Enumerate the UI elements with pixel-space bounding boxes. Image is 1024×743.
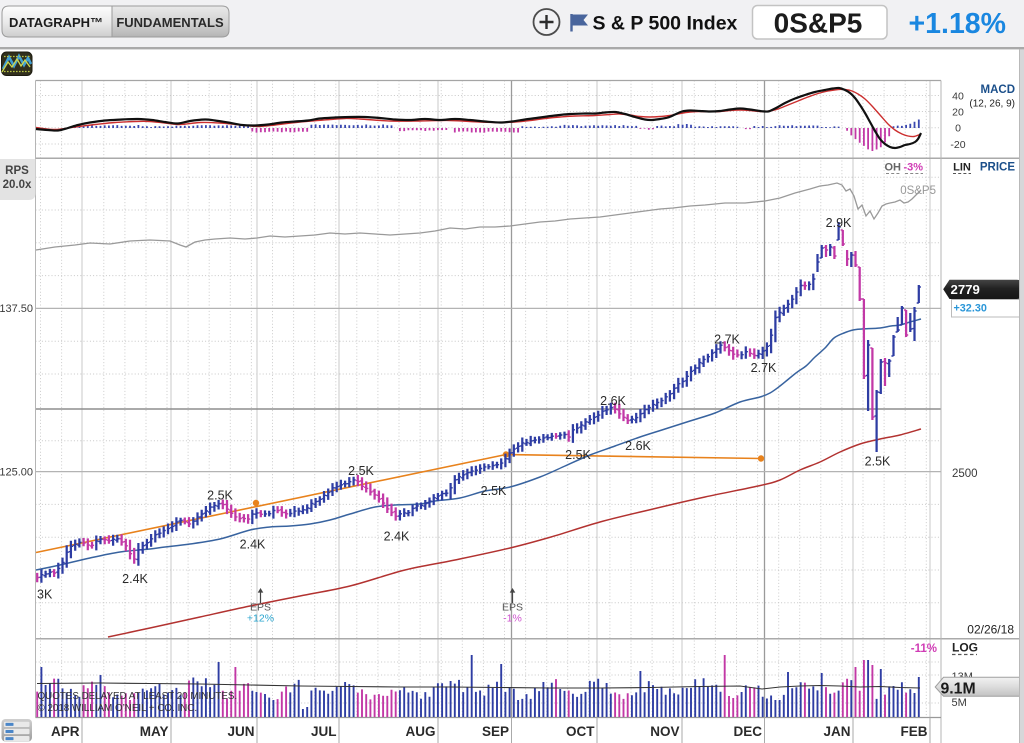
svg-text:© 2018 WILLIAM O’NEIL + CO. IN: © 2018 WILLIAM O’NEIL + CO. INC. bbox=[38, 703, 198, 714]
svg-text:SEP: SEP bbox=[482, 724, 509, 739]
svg-text:-11%: -11% bbox=[911, 643, 937, 655]
svg-text:40: 40 bbox=[952, 91, 964, 103]
svg-text:20.0x: 20.0x bbox=[3, 179, 32, 191]
svg-text:0: 0 bbox=[955, 123, 961, 135]
svg-text:2.5K: 2.5K bbox=[865, 455, 891, 469]
svg-text:2.9K: 2.9K bbox=[826, 216, 852, 230]
svg-text:MAY: MAY bbox=[140, 724, 169, 739]
svg-text:EPS: EPS bbox=[502, 602, 523, 614]
svg-text:2500: 2500 bbox=[952, 468, 978, 480]
svg-text:JAN: JAN bbox=[823, 724, 850, 739]
svg-text:0S&P5: 0S&P5 bbox=[900, 185, 936, 197]
svg-text:LOG: LOG bbox=[952, 641, 978, 655]
svg-text:2.5K: 2.5K bbox=[481, 484, 507, 498]
svg-text:PRICE: PRICE bbox=[980, 162, 1015, 174]
svg-text:DEC: DEC bbox=[733, 724, 762, 739]
svg-text:MACD: MACD bbox=[981, 84, 1016, 96]
svg-text:S & P 500 Index: S & P 500 Index bbox=[593, 13, 738, 35]
svg-text:2.4K: 2.4K bbox=[122, 572, 148, 586]
svg-text:+32.30: +32.30 bbox=[954, 303, 987, 315]
svg-text:FEB: FEB bbox=[901, 724, 928, 739]
svg-text:02/26/18: 02/26/18 bbox=[967, 623, 1014, 637]
svg-text:-3%: -3% bbox=[903, 162, 923, 174]
svg-text:-1%: -1% bbox=[503, 613, 522, 625]
svg-text:RPS: RPS bbox=[5, 165, 29, 177]
svg-text:20: 20 bbox=[952, 107, 964, 119]
svg-text:NOV: NOV bbox=[650, 724, 679, 739]
svg-text:FUNDAMENTALS: FUNDAMENTALS bbox=[116, 15, 224, 30]
svg-text:125.00: 125.00 bbox=[0, 467, 33, 479]
svg-text:OH: OH bbox=[885, 162, 902, 174]
svg-text:APR: APR bbox=[51, 724, 80, 739]
svg-text:2.7K: 2.7K bbox=[714, 333, 740, 347]
svg-text:2.6K: 2.6K bbox=[600, 394, 626, 408]
svg-text:137.50: 137.50 bbox=[0, 303, 33, 315]
svg-text:2.4K: 2.4K bbox=[240, 538, 266, 552]
svg-text:5M: 5M bbox=[952, 697, 967, 709]
svg-text:JUL: JUL bbox=[311, 724, 337, 739]
svg-text:-20: -20 bbox=[950, 139, 965, 151]
svg-text:2779: 2779 bbox=[951, 282, 980, 297]
svg-text:OCT: OCT bbox=[566, 724, 595, 739]
svg-text:3K: 3K bbox=[37, 588, 53, 602]
svg-text:+12%: +12% bbox=[247, 613, 274, 625]
svg-text:2.5K: 2.5K bbox=[207, 489, 233, 503]
svg-text:2.4K: 2.4K bbox=[384, 530, 410, 544]
svg-text:9.1M: 9.1M bbox=[941, 680, 976, 697]
svg-text:0S&P5: 0S&P5 bbox=[774, 8, 863, 39]
svg-text:2.5K: 2.5K bbox=[348, 464, 374, 478]
svg-text:AUG: AUG bbox=[406, 724, 436, 739]
svg-text:LIN: LIN bbox=[953, 162, 971, 174]
svg-text:DATAGRAPH™: DATAGRAPH™ bbox=[9, 15, 103, 30]
svg-text:EPS: EPS bbox=[250, 602, 271, 614]
svg-text:+1.18%: +1.18% bbox=[909, 8, 1006, 40]
svg-text:2.5K: 2.5K bbox=[565, 448, 591, 462]
svg-text:2.7K: 2.7K bbox=[751, 361, 777, 375]
svg-text:2.6K: 2.6K bbox=[625, 439, 651, 453]
svg-text:JUN: JUN bbox=[227, 724, 254, 739]
svg-text:QUOTES DELAYED AT LEAST 20 MIN: QUOTES DELAYED AT LEAST 20 MINUTES. bbox=[38, 691, 238, 702]
svg-text:(12, 26, 9): (12, 26, 9) bbox=[969, 99, 1015, 110]
